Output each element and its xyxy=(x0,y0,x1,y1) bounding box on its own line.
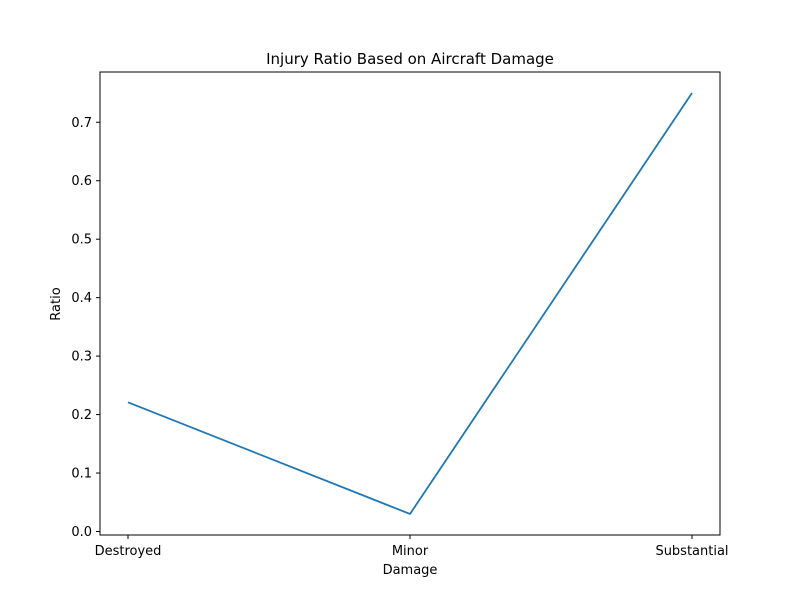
y-tick-label: 0.2 xyxy=(71,408,92,423)
x-tick-label: Substantial xyxy=(655,544,728,559)
series-line xyxy=(127,92,693,515)
y-tick-label: 0.4 xyxy=(71,291,92,306)
x-axis-label: Damage xyxy=(383,563,438,578)
series-layer xyxy=(127,92,693,515)
x-tick-label: Minor xyxy=(392,544,429,559)
y-tick-label: 0.6 xyxy=(71,174,92,189)
x-axis-ticks: Destroyed Minor Substantial xyxy=(95,535,729,559)
y-tick-label: 0.1 xyxy=(71,467,92,482)
y-tick-label: 0.5 xyxy=(71,233,92,248)
y-tick-label: 0.3 xyxy=(71,350,92,365)
x-tick-label: Destroyed xyxy=(95,544,162,559)
y-axis-label: Ratio xyxy=(49,287,64,320)
plot-area-frame xyxy=(99,71,721,536)
y-tick-label: 0.0 xyxy=(71,525,92,540)
chart-title: Injury Ratio Based on Aircraft Damage xyxy=(266,50,554,68)
y-axis-ticks: 0.0 0.1 0.2 0.3 0.4 0.5 0.6 0.7 xyxy=(71,116,100,540)
y-tick-label: 0.7 xyxy=(71,116,92,131)
